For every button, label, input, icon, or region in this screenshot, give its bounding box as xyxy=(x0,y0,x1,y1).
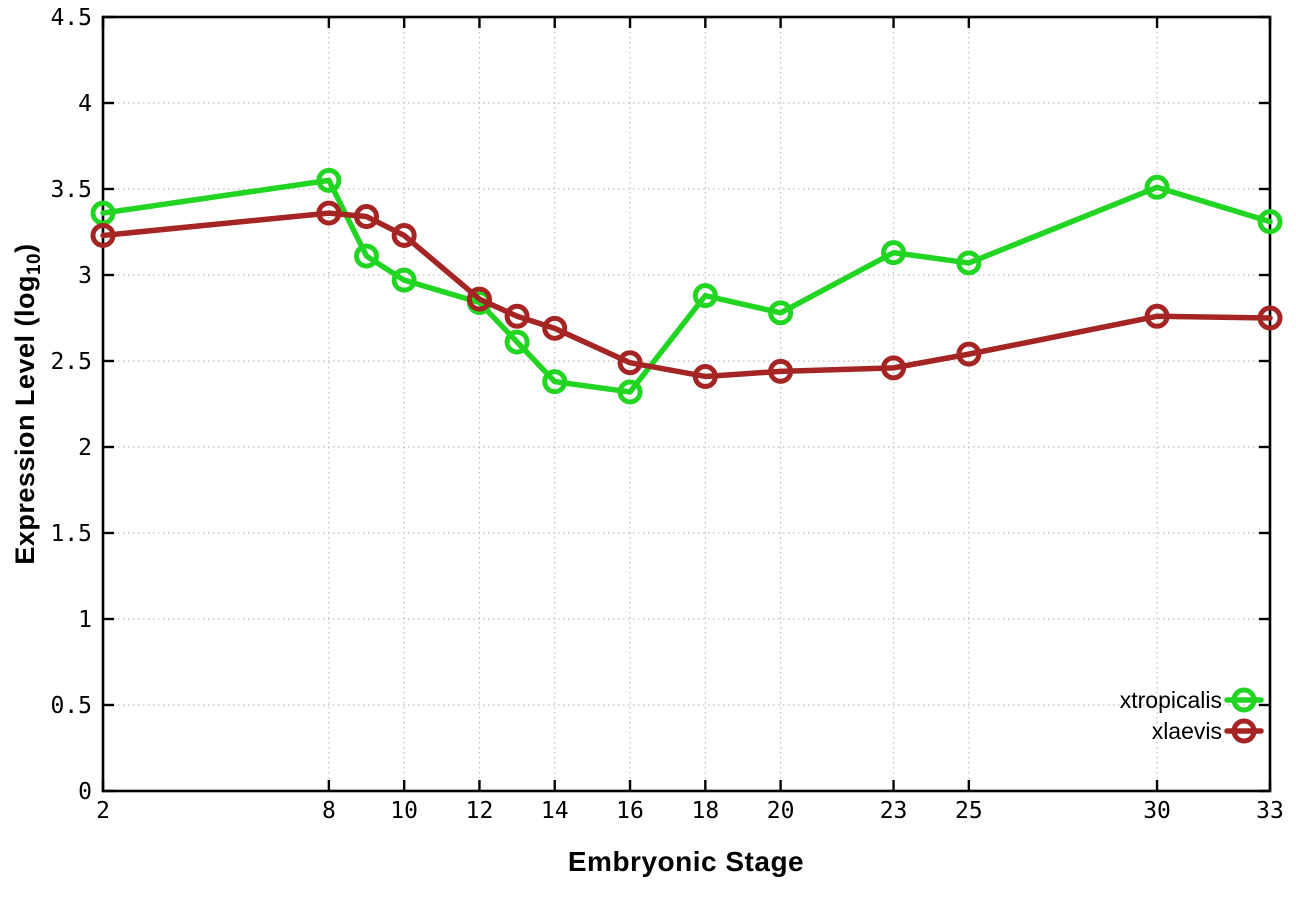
series-line-xlaevis xyxy=(100,210,1273,380)
data-point-xlaevis xyxy=(316,200,342,226)
y-axis-label-subscript: 10 xyxy=(24,252,46,276)
y-tick-label: 3.5 xyxy=(50,177,92,203)
data-point-xlaevis xyxy=(692,363,718,389)
y-tick-label: 0.5 xyxy=(50,693,92,719)
data-point-xlaevis xyxy=(504,303,530,329)
x-tick-label: 33 xyxy=(1256,798,1284,824)
y-tick-label: 3 xyxy=(78,263,92,289)
plot-border xyxy=(101,15,1272,793)
data-point-xtropicalis xyxy=(391,267,417,293)
data-point-xlaevis xyxy=(354,204,380,230)
x-tick-label: 16 xyxy=(616,798,644,824)
legend-label-xlaevis: xlaevis xyxy=(1152,718,1222,744)
data-point-xlaevis xyxy=(90,222,116,248)
legend-marker-xtropicalis xyxy=(1231,687,1257,713)
data-point-xtropicalis xyxy=(1257,209,1283,235)
data-point-xtropicalis xyxy=(1144,174,1170,200)
x-axis-label: Embryonic Stage xyxy=(567,846,805,877)
data-point-xtropicalis xyxy=(617,379,643,405)
series-line-xtropicalis xyxy=(100,177,1273,395)
y-axis-label-text: Expression Level (log xyxy=(9,275,40,565)
data-point-xtropicalis xyxy=(956,250,982,276)
data-point-xtropicalis xyxy=(881,240,907,266)
y-tick-label: 4.5 xyxy=(50,5,92,31)
y-tick-label: 2 xyxy=(78,435,92,461)
y-tick-label: 4 xyxy=(78,91,92,117)
data-point-xlaevis xyxy=(542,315,568,341)
data-point-xtropicalis xyxy=(354,243,380,269)
data-point-xlaevis xyxy=(1257,305,1283,331)
y-tick-label: 0 xyxy=(78,779,92,805)
data-point-xlaevis xyxy=(617,350,643,376)
x-tick-label: 12 xyxy=(466,798,494,824)
data-point-xlaevis xyxy=(768,358,794,384)
x-tick-label: 20 xyxy=(767,798,795,824)
x-tick-label: 18 xyxy=(691,798,719,824)
legend-label-xtropicalis: xtropicalis xyxy=(1120,687,1222,713)
y-axis-label: Expression Level (log10) xyxy=(10,243,46,564)
data-point-xtropicalis xyxy=(542,369,568,395)
x-tick-label: 30 xyxy=(1143,798,1171,824)
data-point-xtropicalis xyxy=(316,167,342,193)
data-point-xlaevis xyxy=(956,341,982,367)
x-tick-label: 10 xyxy=(390,798,418,824)
data-point-xtropicalis xyxy=(504,329,530,355)
x-tick-label: 25 xyxy=(955,798,983,824)
y-tick-label: 1 xyxy=(78,607,92,633)
x-tick-label: 14 xyxy=(541,798,569,824)
x-tick-label: 2 xyxy=(96,798,110,824)
data-point-xlaevis xyxy=(391,222,417,248)
legend-marker-xlaevis xyxy=(1231,718,1257,744)
data-point-xlaevis xyxy=(1144,303,1170,329)
y-axis-label-suffix: ) xyxy=(9,243,40,253)
data-point-xtropicalis xyxy=(692,283,718,309)
data-point-xlaevis xyxy=(881,355,907,381)
data-point-xtropicalis xyxy=(768,300,794,326)
y-tick-label: 2.5 xyxy=(50,349,92,375)
x-tick-label: 23 xyxy=(880,798,908,824)
y-tick-label: 1.5 xyxy=(50,521,92,547)
x-tick-label: 8 xyxy=(322,798,336,824)
data-point-xlaevis xyxy=(466,286,492,312)
